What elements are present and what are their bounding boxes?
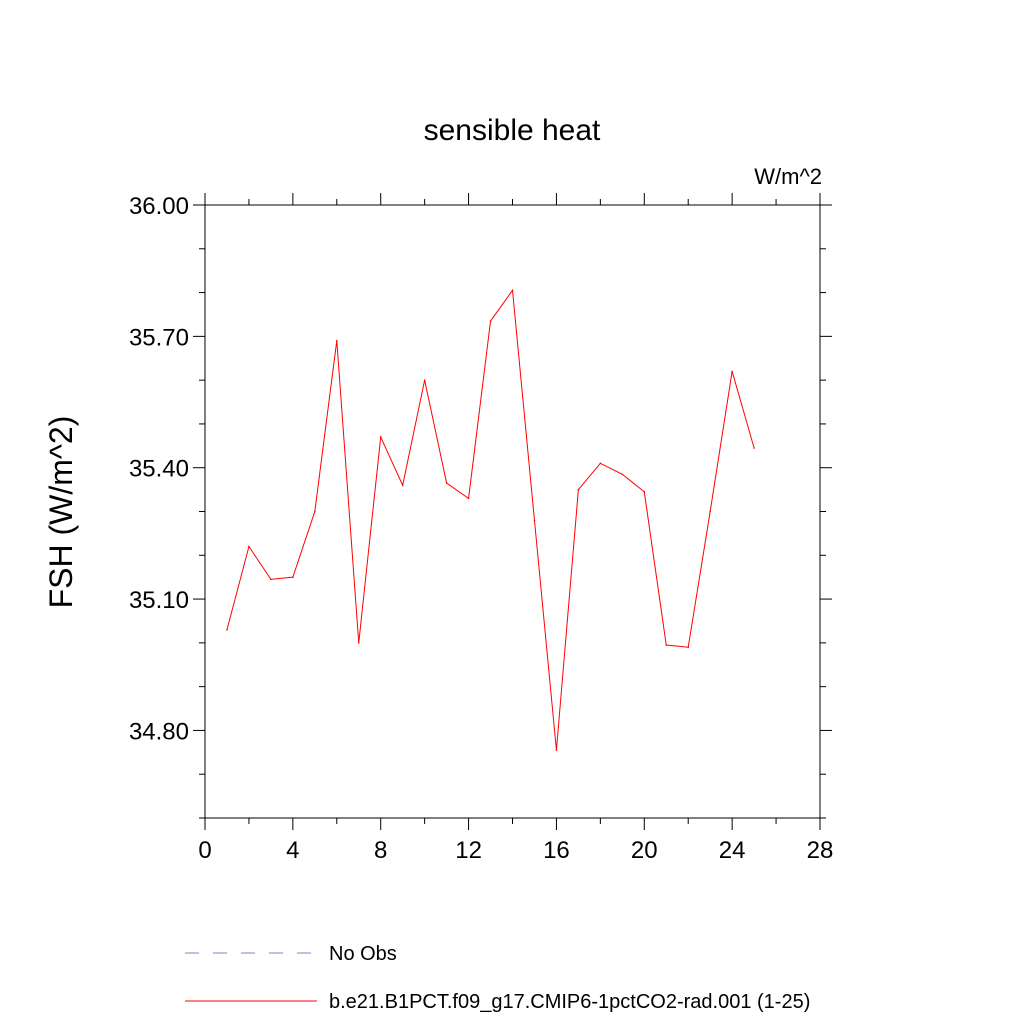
y-tick-label: 35.70 (129, 324, 189, 351)
series-layer (226, 289, 755, 751)
legend-label-model-run: b.e21.B1PCT.f09_g17.CMIP6-1pctCO2-rad.00… (329, 991, 810, 1013)
data-point (511, 289, 514, 292)
units-label: W/m^2 (754, 164, 822, 189)
y-tick-label: 36.00 (129, 193, 189, 220)
series-line (226, 289, 755, 751)
legend: No Obs b.e21.B1PCT.f09_g17.CMIP6-1pctCO2… (185, 943, 810, 1013)
data-point (292, 576, 294, 578)
axis-tick-labels: 0 4 8 12 16 20 24 28 34.80 35.10 35.40 35.70 36.00 (129, 193, 833, 864)
data-point (665, 644, 668, 646)
y-tick-label: 35.10 (129, 587, 189, 614)
data-point (731, 370, 733, 373)
axis-ticks (193, 193, 832, 830)
data-point (621, 473, 624, 476)
x-tick-label: 24 (719, 837, 746, 864)
data-point (753, 447, 755, 449)
data-point (533, 519, 536, 522)
data-point (357, 642, 360, 644)
data-point (226, 628, 228, 631)
data-point (314, 510, 316, 513)
data-point (687, 646, 690, 649)
data-point (401, 484, 404, 487)
y-axis-label: FSH (W/m^2) (43, 416, 79, 609)
data-point (489, 320, 492, 322)
data-point (467, 497, 470, 500)
y-tick-label: 35.40 (129, 456, 189, 483)
x-tick-label: 20 (631, 837, 658, 864)
data-point (577, 488, 580, 491)
data-point (709, 510, 711, 513)
data-point (270, 578, 272, 581)
data-point (423, 379, 426, 381)
data-point (445, 482, 448, 484)
data-point (379, 436, 382, 438)
x-tick-label: 12 (455, 837, 482, 864)
y-tick-label: 34.80 (129, 718, 189, 745)
x-tick-label: 28 (807, 837, 834, 864)
legend-label-no-obs: No Obs (329, 943, 397, 965)
chart-title: sensible heat (424, 114, 601, 147)
x-tick-label: 8 (374, 837, 387, 864)
data-point (555, 749, 558, 751)
x-tick-label: 4 (286, 837, 299, 864)
data-point (599, 462, 602, 465)
data-point (335, 339, 338, 342)
data-point (643, 490, 646, 493)
x-tick-label: 16 (543, 837, 570, 864)
data-point (248, 545, 250, 548)
x-tick-label: 0 (198, 837, 211, 864)
plot-frame (204, 204, 821, 819)
